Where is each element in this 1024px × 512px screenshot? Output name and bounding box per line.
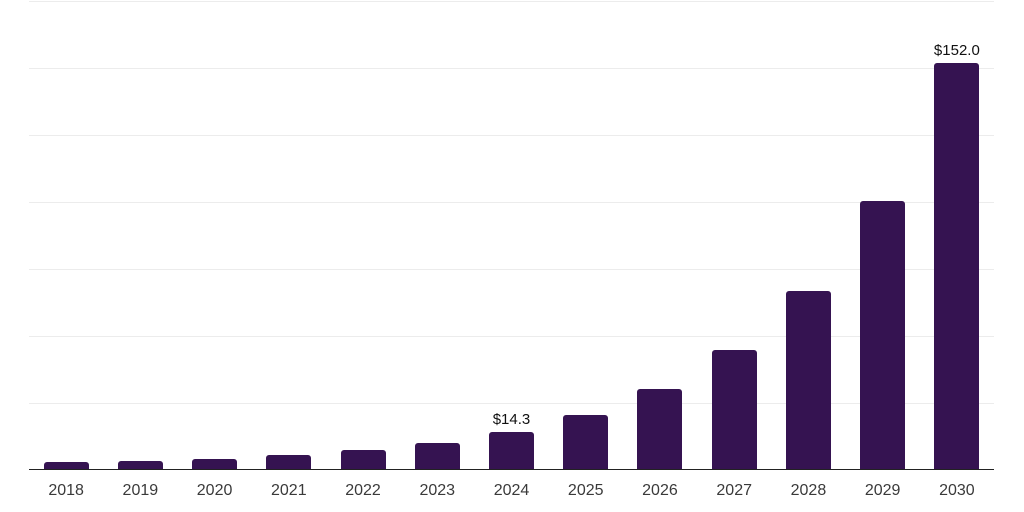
bar-2030 (934, 63, 980, 470)
value-label-2030: $152.0 (933, 42, 980, 60)
x-tick-label-2027: 2027 (716, 482, 752, 499)
bar-2024 (489, 431, 534, 470)
gridline (29, 201, 994, 203)
value-label-2024: $14.3 (492, 410, 531, 428)
x-tick-label-2021: 2021 (271, 482, 307, 499)
bar-2026 (637, 388, 683, 470)
x-tick-label-2028: 2028 (790, 482, 827, 499)
x-tick-label-2020: 2020 (196, 482, 233, 499)
bar-2025 (563, 414, 609, 470)
gridline (29, 335, 994, 337)
bar-2021 (266, 455, 312, 470)
bar-2029 (860, 201, 906, 470)
bar-2028 (785, 291, 831, 470)
gridline (29, 268, 994, 270)
bar-2020 (192, 459, 238, 470)
x-tick-label-2024: 2024 (493, 482, 530, 499)
x-axis-line (29, 468, 994, 471)
bar-2022 (340, 450, 386, 470)
bar-2019 (117, 461, 163, 470)
bar-2018 (43, 462, 89, 470)
gridline (29, 134, 994, 136)
gridline (29, 1, 994, 2)
gridline (29, 402, 994, 404)
x-tick-label-2018: 2018 (48, 482, 84, 499)
x-tick-label-2026: 2026 (642, 482, 678, 499)
x-tick-label-2029: 2029 (864, 482, 901, 499)
bar-2023 (414, 443, 460, 470)
bar-2027 (711, 350, 757, 470)
x-tick-label-2022: 2022 (345, 482, 381, 499)
x-tick-label-2019: 2019 (122, 482, 159, 499)
x-tick-label-2025: 2025 (567, 482, 604, 499)
gridline (29, 67, 994, 69)
x-tick-label-2023: 2023 (419, 482, 456, 499)
x-tick-label-2030: 2030 (939, 482, 975, 499)
